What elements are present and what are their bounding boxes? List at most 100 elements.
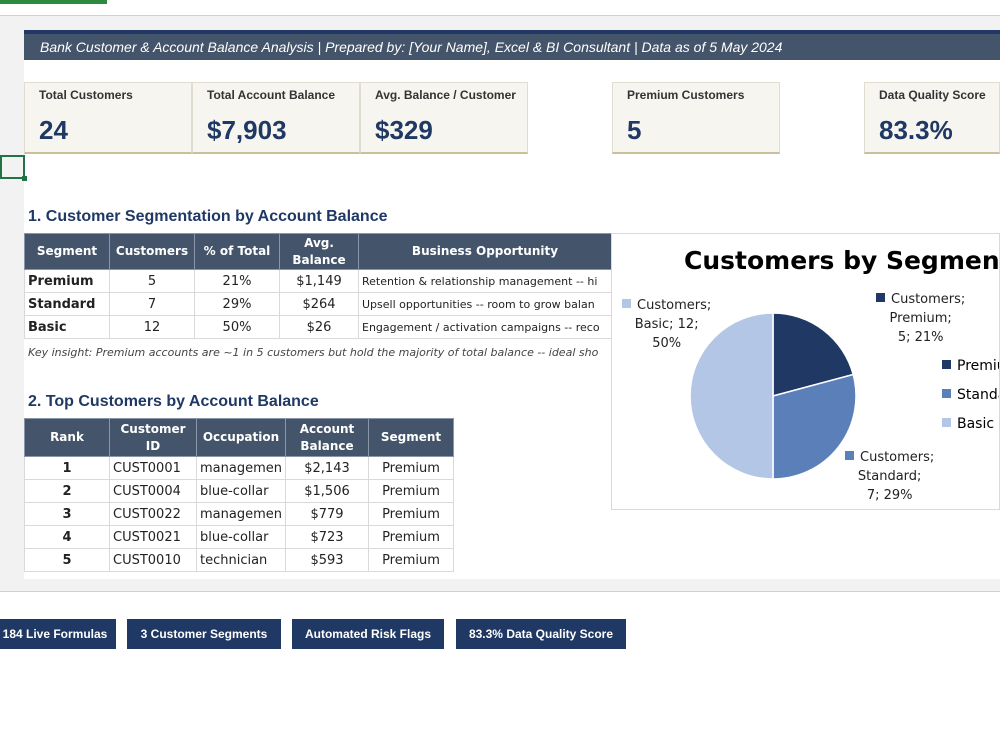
- cell[interactable]: Premium: [368, 479, 454, 503]
- section-2-title: 2. Top Customers by Account Balance: [28, 393, 319, 410]
- cell[interactable]: Standard: [24, 292, 110, 316]
- active-sheet-indicator: [0, 0, 107, 4]
- column-header[interactable]: Business Opportunity: [358, 233, 612, 270]
- column-header[interactable]: % of Total: [194, 233, 280, 270]
- cell[interactable]: $593: [285, 548, 369, 572]
- kpi-label: Avg. Balance / Customer: [375, 88, 516, 102]
- legend-item-standard: Standa: [942, 387, 999, 416]
- kpi-avg-balance: Avg. Balance / Customer $329: [360, 82, 528, 154]
- cell[interactable]: Premium: [368, 502, 454, 526]
- cell[interactable]: 5: [109, 269, 195, 293]
- data-label-line: Customers;: [637, 298, 712, 313]
- cell[interactable]: CUST0001: [109, 456, 197, 480]
- column-header[interactable]: Customer ID: [109, 418, 197, 457]
- swatch-premium: [876, 293, 885, 302]
- pie-slice-basic[interactable]: [689, 312, 774, 480]
- cell[interactable]: technician: [196, 548, 286, 572]
- column-header[interactable]: Account Balance: [285, 418, 369, 457]
- cell[interactable]: $1,149: [279, 269, 359, 293]
- column-header[interactable]: Rank: [24, 418, 110, 457]
- table-row: 3 CUST0022 managemen $779 Premium: [24, 502, 454, 526]
- data-label-basic: Customers; Basic; 12; 50%: [622, 296, 711, 353]
- cell[interactable]: Engagement / activation campaigns -- rec…: [358, 315, 612, 339]
- cell[interactable]: 2: [24, 479, 110, 503]
- badge-customer-segments: 3 Customer Segments: [127, 619, 281, 649]
- cell[interactable]: blue-collar: [196, 525, 286, 549]
- cell[interactable]: Upsell opportunities -- room to grow bal…: [358, 292, 612, 316]
- kpi-total-balance: Total Account Balance $7,903: [192, 82, 360, 154]
- kpi-value: $329: [375, 115, 433, 145]
- legend-label: Standa: [957, 387, 999, 403]
- data-label-line: Basic; 12;: [634, 317, 699, 332]
- cell[interactable]: $264: [279, 292, 359, 316]
- legend-item-premium: Premiu: [942, 358, 999, 387]
- table-row: 2 CUST0004 blue-collar $1,506 Premium: [24, 479, 454, 503]
- cell[interactable]: 29%: [194, 292, 280, 316]
- kpi-value: 24: [39, 115, 68, 145]
- cell[interactable]: managemen: [196, 456, 286, 480]
- pie-slice-premium[interactable]: [772, 312, 855, 397]
- cell[interactable]: 21%: [194, 269, 280, 293]
- cell[interactable]: Premium: [368, 525, 454, 549]
- legend-swatch: [942, 360, 951, 369]
- cell[interactable]: $2,143: [285, 456, 369, 480]
- cell[interactable]: $1,506: [285, 479, 369, 503]
- table-row: Basic 12 50% $26 Engagement / activation…: [24, 315, 612, 339]
- legend-swatch: [942, 418, 951, 427]
- cell[interactable]: Premium: [368, 456, 454, 480]
- data-label-line: 7; 29%: [866, 488, 913, 503]
- cell[interactable]: managemen: [196, 502, 286, 526]
- section-1-title: 1. Customer Segmentation by Account Bala…: [28, 208, 388, 225]
- pie-chart[interactable]: Customers by Segment Customers; Basic; 1…: [611, 233, 1000, 510]
- kpi-label: Premium Customers: [627, 88, 745, 102]
- kpi-data-quality: Data Quality Score 83.3%: [864, 82, 1000, 154]
- cell[interactable]: CUST0022: [109, 502, 197, 526]
- cell[interactable]: Premium: [24, 269, 110, 293]
- column-header[interactable]: Avg. Balance: [279, 233, 359, 270]
- cell[interactable]: $723: [285, 525, 369, 549]
- cell[interactable]: Basic: [24, 315, 110, 339]
- kpi-value: 5: [627, 115, 642, 145]
- column-header[interactable]: Segment: [368, 418, 454, 457]
- column-header[interactable]: Occupation: [196, 418, 286, 457]
- kpi-label: Total Customers: [39, 88, 133, 102]
- cell[interactable]: Premium: [368, 548, 454, 572]
- kpi-value: 83.3%: [879, 115, 953, 145]
- cell[interactable]: 1: [24, 456, 110, 480]
- column-header[interactable]: Customers: [109, 233, 195, 270]
- cell[interactable]: CUST0021: [109, 525, 197, 549]
- data-label-line: 50%: [652, 336, 682, 351]
- pie-svg: [689, 312, 857, 480]
- legend-swatch: [942, 389, 951, 398]
- cell[interactable]: blue-collar: [196, 479, 286, 503]
- swatch-standard: [845, 451, 854, 460]
- selected-cell[interactable]: [0, 155, 27, 181]
- cell[interactable]: CUST0010: [109, 548, 197, 572]
- cell[interactable]: Retention & relationship management -- h…: [358, 269, 612, 293]
- column-header[interactable]: Segment: [24, 233, 110, 270]
- cell[interactable]: 3: [24, 502, 110, 526]
- badge-risk-flags: Automated Risk Flags: [292, 619, 444, 649]
- cell[interactable]: CUST0004: [109, 479, 197, 503]
- cell[interactable]: 12: [109, 315, 195, 339]
- legend-label: Basic: [957, 416, 995, 432]
- swatch-basic: [622, 299, 631, 308]
- cell[interactable]: 5: [24, 548, 110, 572]
- legend-item-basic: Basic: [942, 416, 999, 445]
- data-label-standard: Customers; Standard; 7; 29%: [845, 448, 934, 505]
- pie-slice-standard[interactable]: [772, 373, 857, 480]
- data-label-line: Customers;: [891, 292, 966, 307]
- cell[interactable]: 7: [109, 292, 195, 316]
- cell[interactable]: $26: [279, 315, 359, 339]
- kpi-label: Data Quality Score: [879, 88, 986, 102]
- table-row: 4 CUST0021 blue-collar $723 Premium: [24, 525, 454, 549]
- data-label-line: Premium;: [889, 311, 952, 326]
- data-label-line: Standard;: [857, 469, 922, 484]
- feature-badges: 184 Live Formulas 3 Customer Segments Au…: [0, 619, 1000, 649]
- cell[interactable]: 4: [24, 525, 110, 549]
- table-row: 5 CUST0010 technician $593 Premium: [24, 548, 454, 572]
- cell[interactable]: 50%: [194, 315, 280, 339]
- legend-label: Premiu: [957, 358, 999, 374]
- cell[interactable]: $779: [285, 502, 369, 526]
- kpi-value: $7,903: [207, 115, 287, 145]
